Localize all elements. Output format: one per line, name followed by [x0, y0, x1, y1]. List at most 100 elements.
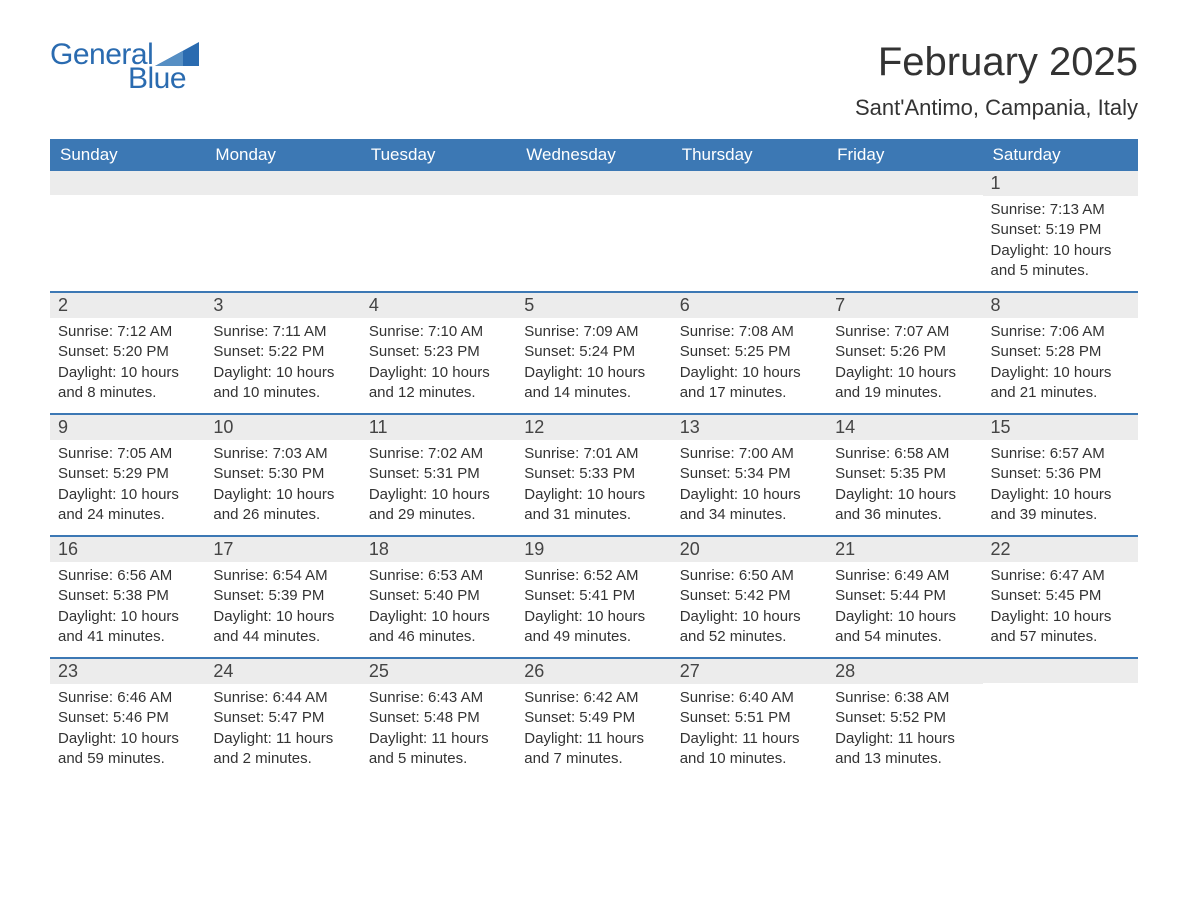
- sunset-text: Sunset: 5:23 PM: [369, 342, 508, 362]
- daylight-text: Daylight: 10 hours and 59 minutes.: [58, 729, 197, 770]
- sunrise-text: Sunrise: 6:52 AM: [524, 566, 663, 586]
- sunrise-text: Sunrise: 7:00 AM: [680, 444, 819, 464]
- calendar-cell: 20Sunrise: 6:50 AMSunset: 5:42 PMDayligh…: [672, 537, 827, 657]
- day-number: 23: [50, 659, 205, 684]
- day-number: 6: [672, 293, 827, 318]
- week-row: 23Sunrise: 6:46 AMSunset: 5:46 PMDayligh…: [50, 657, 1138, 779]
- day-info: Sunrise: 6:49 AMSunset: 5:44 PMDaylight:…: [827, 562, 982, 657]
- day-info: Sunrise: 6:54 AMSunset: 5:39 PMDaylight:…: [205, 562, 360, 657]
- location: Sant'Antimo, Campania, Italy: [855, 95, 1138, 121]
- sunrise-text: Sunrise: 7:05 AM: [58, 444, 197, 464]
- sunrise-text: Sunrise: 7:03 AM: [213, 444, 352, 464]
- sunrise-text: Sunrise: 6:40 AM: [680, 688, 819, 708]
- calendar-cell: 5Sunrise: 7:09 AMSunset: 5:24 PMDaylight…: [516, 293, 671, 413]
- day-header-cell: Monday: [205, 139, 360, 171]
- day-number: [983, 659, 1138, 683]
- day-info: Sunrise: 6:46 AMSunset: 5:46 PMDaylight:…: [50, 684, 205, 779]
- day-info: Sunrise: 6:56 AMSunset: 5:38 PMDaylight:…: [50, 562, 205, 657]
- daylight-text: Daylight: 10 hours and 19 minutes.: [835, 363, 974, 404]
- daylight-text: Daylight: 10 hours and 17 minutes.: [680, 363, 819, 404]
- daylight-text: Daylight: 10 hours and 26 minutes.: [213, 485, 352, 526]
- day-info: Sunrise: 7:10 AMSunset: 5:23 PMDaylight:…: [361, 318, 516, 413]
- day-number: 4: [361, 293, 516, 318]
- day-info: Sunrise: 7:06 AMSunset: 5:28 PMDaylight:…: [983, 318, 1138, 413]
- day-number: 3: [205, 293, 360, 318]
- sunset-text: Sunset: 5:25 PM: [680, 342, 819, 362]
- day-number: 7: [827, 293, 982, 318]
- day-number: 15: [983, 415, 1138, 440]
- calendar-cell: [983, 659, 1138, 779]
- week-row: 16Sunrise: 6:56 AMSunset: 5:38 PMDayligh…: [50, 535, 1138, 657]
- daylight-text: Daylight: 10 hours and 54 minutes.: [835, 607, 974, 648]
- day-info: Sunrise: 6:44 AMSunset: 5:47 PMDaylight:…: [205, 684, 360, 779]
- calendar-cell: 11Sunrise: 7:02 AMSunset: 5:31 PMDayligh…: [361, 415, 516, 535]
- day-number: 2: [50, 293, 205, 318]
- day-header-cell: Tuesday: [361, 139, 516, 171]
- day-info: Sunrise: 7:13 AMSunset: 5:19 PMDaylight:…: [983, 196, 1138, 291]
- calendar-cell: 4Sunrise: 7:10 AMSunset: 5:23 PMDaylight…: [361, 293, 516, 413]
- day-info: Sunrise: 7:08 AMSunset: 5:25 PMDaylight:…: [672, 318, 827, 413]
- sunrise-text: Sunrise: 6:49 AM: [835, 566, 974, 586]
- calendar-cell: [672, 171, 827, 291]
- calendar-cell: 7Sunrise: 7:07 AMSunset: 5:26 PMDaylight…: [827, 293, 982, 413]
- sunrise-text: Sunrise: 6:44 AM: [213, 688, 352, 708]
- day-info: Sunrise: 6:42 AMSunset: 5:49 PMDaylight:…: [516, 684, 671, 779]
- daylight-text: Daylight: 10 hours and 5 minutes.: [991, 241, 1130, 282]
- calendar-cell: 19Sunrise: 6:52 AMSunset: 5:41 PMDayligh…: [516, 537, 671, 657]
- calendar-cell: 21Sunrise: 6:49 AMSunset: 5:44 PMDayligh…: [827, 537, 982, 657]
- day-number: 19: [516, 537, 671, 562]
- daylight-text: Daylight: 10 hours and 31 minutes.: [524, 485, 663, 526]
- sunset-text: Sunset: 5:49 PM: [524, 708, 663, 728]
- logo-word-blue: Blue: [128, 64, 186, 94]
- day-number: 10: [205, 415, 360, 440]
- sunrise-text: Sunrise: 6:50 AM: [680, 566, 819, 586]
- daylight-text: Daylight: 10 hours and 8 minutes.: [58, 363, 197, 404]
- sunset-text: Sunset: 5:30 PM: [213, 464, 352, 484]
- day-info: Sunrise: 6:58 AMSunset: 5:35 PMDaylight:…: [827, 440, 982, 535]
- day-header-cell: Saturday: [983, 139, 1138, 171]
- day-header-cell: Thursday: [672, 139, 827, 171]
- day-number: 27: [672, 659, 827, 684]
- calendar-cell: 9Sunrise: 7:05 AMSunset: 5:29 PMDaylight…: [50, 415, 205, 535]
- calendar-cell: 8Sunrise: 7:06 AMSunset: 5:28 PMDaylight…: [983, 293, 1138, 413]
- daylight-text: Daylight: 10 hours and 12 minutes.: [369, 363, 508, 404]
- day-header-cell: Wednesday: [516, 139, 671, 171]
- daylight-text: Daylight: 10 hours and 52 minutes.: [680, 607, 819, 648]
- day-info: Sunrise: 6:43 AMSunset: 5:48 PMDaylight:…: [361, 684, 516, 779]
- sunrise-text: Sunrise: 6:43 AM: [369, 688, 508, 708]
- sunrise-text: Sunrise: 7:01 AM: [524, 444, 663, 464]
- sunset-text: Sunset: 5:45 PM: [991, 586, 1130, 606]
- sunset-text: Sunset: 5:39 PM: [213, 586, 352, 606]
- header: General Blue February 2025 Sant'Antimo, …: [50, 40, 1138, 121]
- sunrise-text: Sunrise: 6:46 AM: [58, 688, 197, 708]
- daylight-text: Daylight: 10 hours and 49 minutes.: [524, 607, 663, 648]
- sunset-text: Sunset: 5:34 PM: [680, 464, 819, 484]
- calendar-cell: 13Sunrise: 7:00 AMSunset: 5:34 PMDayligh…: [672, 415, 827, 535]
- day-number: 12: [516, 415, 671, 440]
- sunrise-text: Sunrise: 6:47 AM: [991, 566, 1130, 586]
- brand-logo: General Blue: [50, 40, 199, 94]
- daylight-text: Daylight: 10 hours and 10 minutes.: [213, 363, 352, 404]
- month-title: February 2025: [855, 40, 1138, 85]
- day-header-row: Sunday Monday Tuesday Wednesday Thursday…: [50, 139, 1138, 171]
- sunrise-text: Sunrise: 7:02 AM: [369, 444, 508, 464]
- sunset-text: Sunset: 5:47 PM: [213, 708, 352, 728]
- daylight-text: Daylight: 10 hours and 29 minutes.: [369, 485, 508, 526]
- calendar-cell: 6Sunrise: 7:08 AMSunset: 5:25 PMDaylight…: [672, 293, 827, 413]
- day-number: 22: [983, 537, 1138, 562]
- week-row: 1Sunrise: 7:13 AMSunset: 5:19 PMDaylight…: [50, 171, 1138, 291]
- calendar: Sunday Monday Tuesday Wednesday Thursday…: [50, 139, 1138, 779]
- sunrise-text: Sunrise: 7:11 AM: [213, 322, 352, 342]
- day-number: 28: [827, 659, 982, 684]
- sunset-text: Sunset: 5:19 PM: [991, 220, 1130, 240]
- day-number: [50, 171, 205, 195]
- calendar-cell: 2Sunrise: 7:12 AMSunset: 5:20 PMDaylight…: [50, 293, 205, 413]
- daylight-text: Daylight: 11 hours and 13 minutes.: [835, 729, 974, 770]
- sunset-text: Sunset: 5:28 PM: [991, 342, 1130, 362]
- day-number: 8: [983, 293, 1138, 318]
- calendar-cell: 1Sunrise: 7:13 AMSunset: 5:19 PMDaylight…: [983, 171, 1138, 291]
- sunset-text: Sunset: 5:26 PM: [835, 342, 974, 362]
- calendar-cell: [205, 171, 360, 291]
- daylight-text: Daylight: 10 hours and 57 minutes.: [991, 607, 1130, 648]
- sunset-text: Sunset: 5:46 PM: [58, 708, 197, 728]
